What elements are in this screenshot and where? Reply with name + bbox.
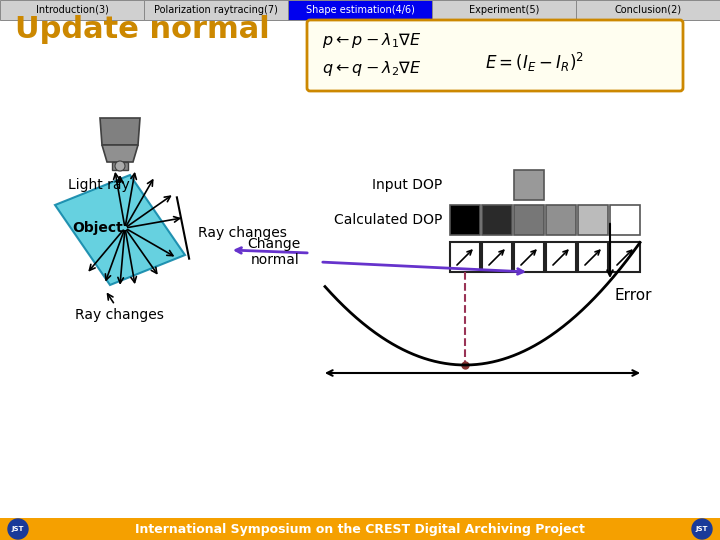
Bar [450, 242, 480, 272]
Circle shape [115, 161, 125, 171]
Bar [578, 242, 608, 272]
FancyBboxPatch shape [307, 20, 683, 91]
Text: $q \leftarrow q - \lambda_2 \nabla E$: $q \leftarrow q - \lambda_2 \nabla E$ [322, 59, 421, 78]
Text: Object: Object [73, 221, 123, 235]
Text: Ray changes: Ray changes [198, 226, 287, 240]
Bar [514, 242, 544, 272]
Text: Introduction(3): Introduction(3) [35, 5, 109, 15]
Bar [576, 0, 720, 20]
Text: Light ray: Light ray [68, 178, 130, 192]
Circle shape [692, 519, 712, 539]
Text: JST: JST [696, 526, 708, 532]
Polygon shape [102, 145, 138, 162]
Bar [514, 205, 544, 235]
Text: International Symposium on the CREST Digital Archiving Project: International Symposium on the CREST Dig… [135, 523, 585, 536]
Bar [112, 162, 128, 170]
Bar [0, 518, 720, 540]
Text: Update normal: Update normal [15, 15, 270, 44]
Text: Polarization raytracing(7): Polarization raytracing(7) [154, 5, 278, 15]
Circle shape [8, 519, 28, 539]
Bar [482, 205, 512, 235]
Text: Input DOP: Input DOP [372, 178, 442, 192]
Text: Calculated DOP: Calculated DOP [333, 213, 442, 227]
Text: Error: Error [615, 287, 652, 302]
Text: $E = (I_E - I_R)^2$: $E = (I_E - I_R)^2$ [485, 51, 584, 74]
Polygon shape [55, 175, 185, 285]
Bar [482, 242, 512, 272]
Text: Experiment(5): Experiment(5) [469, 5, 539, 15]
Bar [514, 170, 544, 200]
Bar [288, 0, 432, 20]
Text: Conclusion(2): Conclusion(2) [614, 5, 682, 15]
Text: Ray changes: Ray changes [75, 308, 164, 322]
Bar [578, 205, 608, 235]
Text: Change
normal: Change normal [247, 237, 300, 267]
Bar [450, 205, 480, 235]
Bar [0, 0, 144, 20]
Polygon shape [100, 118, 140, 145]
Text: JST: JST [12, 526, 24, 532]
Bar [144, 0, 288, 20]
Text: Shape estimation(4/6): Shape estimation(4/6) [305, 5, 415, 15]
Bar [546, 242, 576, 272]
Bar [610, 242, 640, 272]
Bar [432, 0, 576, 20]
Text: $p \leftarrow p - \lambda_1 \nabla E$: $p \leftarrow p - \lambda_1 \nabla E$ [322, 31, 421, 50]
Bar [546, 205, 576, 235]
Bar [610, 205, 640, 235]
